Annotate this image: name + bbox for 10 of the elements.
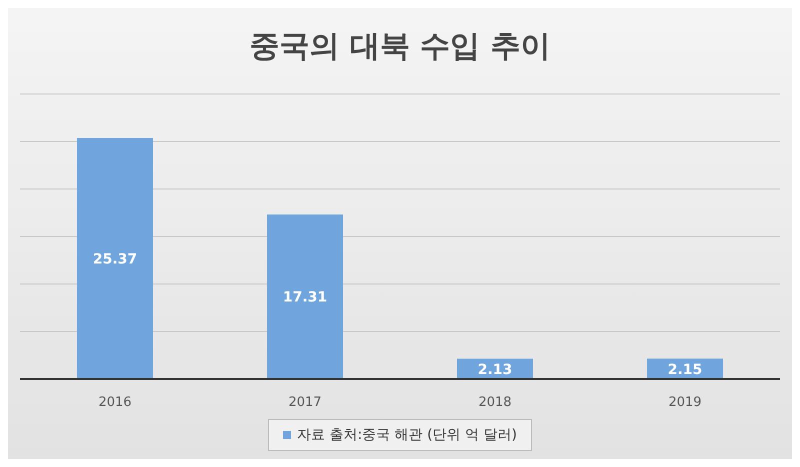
chart-title: 중국의 대북 수입 추이	[248, 28, 552, 66]
data-label: 2.13	[478, 362, 512, 378]
x-tick-label: 2018	[478, 395, 512, 410]
data-label: 2.15	[668, 362, 702, 378]
x-tick-label: 2017	[288, 395, 322, 410]
data-label: 25.37	[92, 251, 138, 268]
x-tick-label: 2016	[98, 395, 132, 410]
data-label: 17.31	[282, 290, 328, 306]
x-tick-label: 2019	[668, 395, 702, 410]
legend-label: 자료 출처:중국 해관 (단위 억 달러)	[296, 427, 517, 443]
